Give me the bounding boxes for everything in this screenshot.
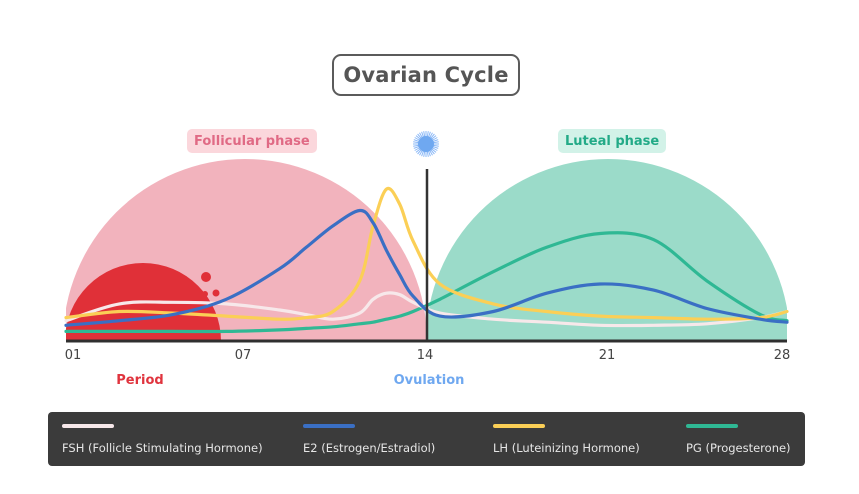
legend-label-fsh: FSH (Follicle Stimulating Hormone) xyxy=(62,441,263,455)
legend: FSH (Follicle Stimulating Hormone) E2 (E… xyxy=(48,412,805,466)
legend-label-lh: LH (Luteinizing Hormone) xyxy=(493,441,640,455)
page-title: Ovarian Cycle xyxy=(332,54,520,96)
blood-drop-small xyxy=(212,289,220,297)
x-tick-label: 01 xyxy=(64,348,82,363)
x-tick-label: 28 xyxy=(773,348,791,363)
follicular-phase-badge: Follicular phase xyxy=(187,129,317,153)
x-tick-label: 21 xyxy=(598,348,616,363)
series-line-fsh xyxy=(64,291,789,328)
blood-drop-tiny xyxy=(202,291,208,297)
luteal-phase-region xyxy=(426,159,787,341)
sun-core xyxy=(418,136,434,152)
blood-drop-large xyxy=(201,272,211,282)
legend-label-pg: PG (Progesterone) xyxy=(686,441,791,455)
x-tick-label: 14 xyxy=(416,348,434,363)
luteal-phase-badge: Luteal phase xyxy=(558,129,667,153)
hormone-series-layer xyxy=(64,186,789,334)
legend-swatch-pg xyxy=(686,424,738,428)
legend-swatch-lh xyxy=(493,424,545,428)
series-line-pg xyxy=(64,231,789,334)
period-label: Period xyxy=(116,373,164,388)
x-tick-label: 07 xyxy=(234,348,252,363)
series-line-e2 xyxy=(64,208,789,327)
legend-swatch-e2 xyxy=(303,424,355,428)
legend-label-e2: E2 (Estrogen/Estradiol) xyxy=(303,441,436,455)
ovulation-label: Ovulation xyxy=(393,373,465,388)
sun-burst-icon xyxy=(413,131,439,157)
legend-swatch-fsh xyxy=(62,424,114,428)
series-line-lh xyxy=(64,186,789,321)
